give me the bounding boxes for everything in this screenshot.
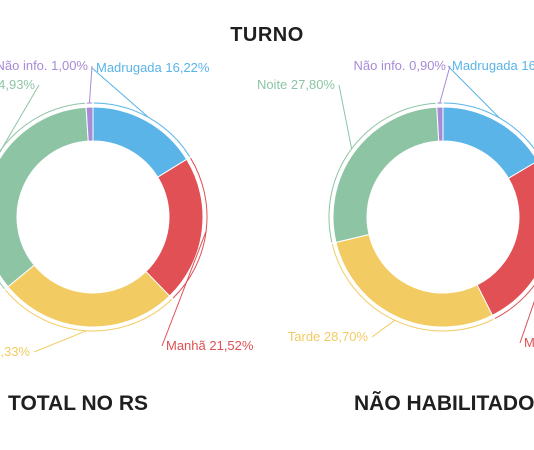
- slice-madrugada: [92, 106, 188, 178]
- slice-nao-info: [85, 106, 94, 142]
- slice-bracket-noite: [328, 102, 436, 243]
- donut-chart-total: Madrugada 16,22% Manhã 21,52% Tarde 26,33%…: [0, 58, 254, 359]
- slice-label-noite: Noite 27,80%: [257, 77, 335, 92]
- slice-manha: [476, 162, 534, 316]
- slice-leader-manha: [519, 300, 534, 344]
- slice-bracket-manha: [494, 284, 534, 319]
- slice-bracket-madrugada: [93, 102, 191, 157]
- slice-label-manha: Manhã 26,10%: [524, 335, 534, 350]
- chart-title-total: TOTAL NO RS: [8, 392, 149, 415]
- donut-chart-nao-habilitados: Madrugada 16,50% Manhã 26,10% Tarde 28,70%…: [257, 58, 534, 350]
- slice-label-nao-info: Não info. 0,90%: [353, 58, 446, 73]
- slice-manha: [145, 158, 204, 297]
- page-title: TURNO: [230, 24, 304, 46]
- slice-leader-nao-info: [439, 65, 451, 104]
- slice-leader-tarde: [33, 330, 87, 353]
- slice-leader-tarde: [371, 319, 396, 338]
- slice-bracket-noite: [0, 102, 86, 289]
- slice-label-tarde: Tarde 28,70%: [288, 329, 369, 344]
- slice-label-madrugada: Madrugada 16,50%: [452, 58, 534, 73]
- slice-tarde: [335, 233, 493, 328]
- slice-nao-info: [436, 106, 444, 142]
- slice-leader-madrugada: [447, 65, 500, 119]
- slice-noite: [0, 106, 89, 288]
- slice-bracket-tarde: [331, 243, 494, 332]
- slice-leader-madrugada: [91, 67, 149, 118]
- slice-noite: [332, 106, 440, 243]
- slice-label-madrugada: Madrugada 16,22%: [96, 60, 210, 75]
- slice-label-manha: Manhã 21,52%: [166, 338, 254, 353]
- slice-bracket-madrugada: [443, 102, 534, 150]
- slice-leader-noite: [338, 84, 353, 149]
- slice-label-nao-info: Não info. 1,00%: [0, 58, 88, 73]
- slice-madrugada: [442, 106, 534, 179]
- slice-label-noite: Noite 34,93%: [0, 77, 35, 92]
- slice-leader-noite: [0, 84, 40, 153]
- slice-label-tarde: Tarde 26,33%: [0, 344, 30, 359]
- slice-leader-manha: [161, 230, 207, 347]
- chart-title-nao-habilitados: NÃO HABILITADOS: [354, 392, 534, 415]
- slice-leader-nao-info: [88, 65, 93, 104]
